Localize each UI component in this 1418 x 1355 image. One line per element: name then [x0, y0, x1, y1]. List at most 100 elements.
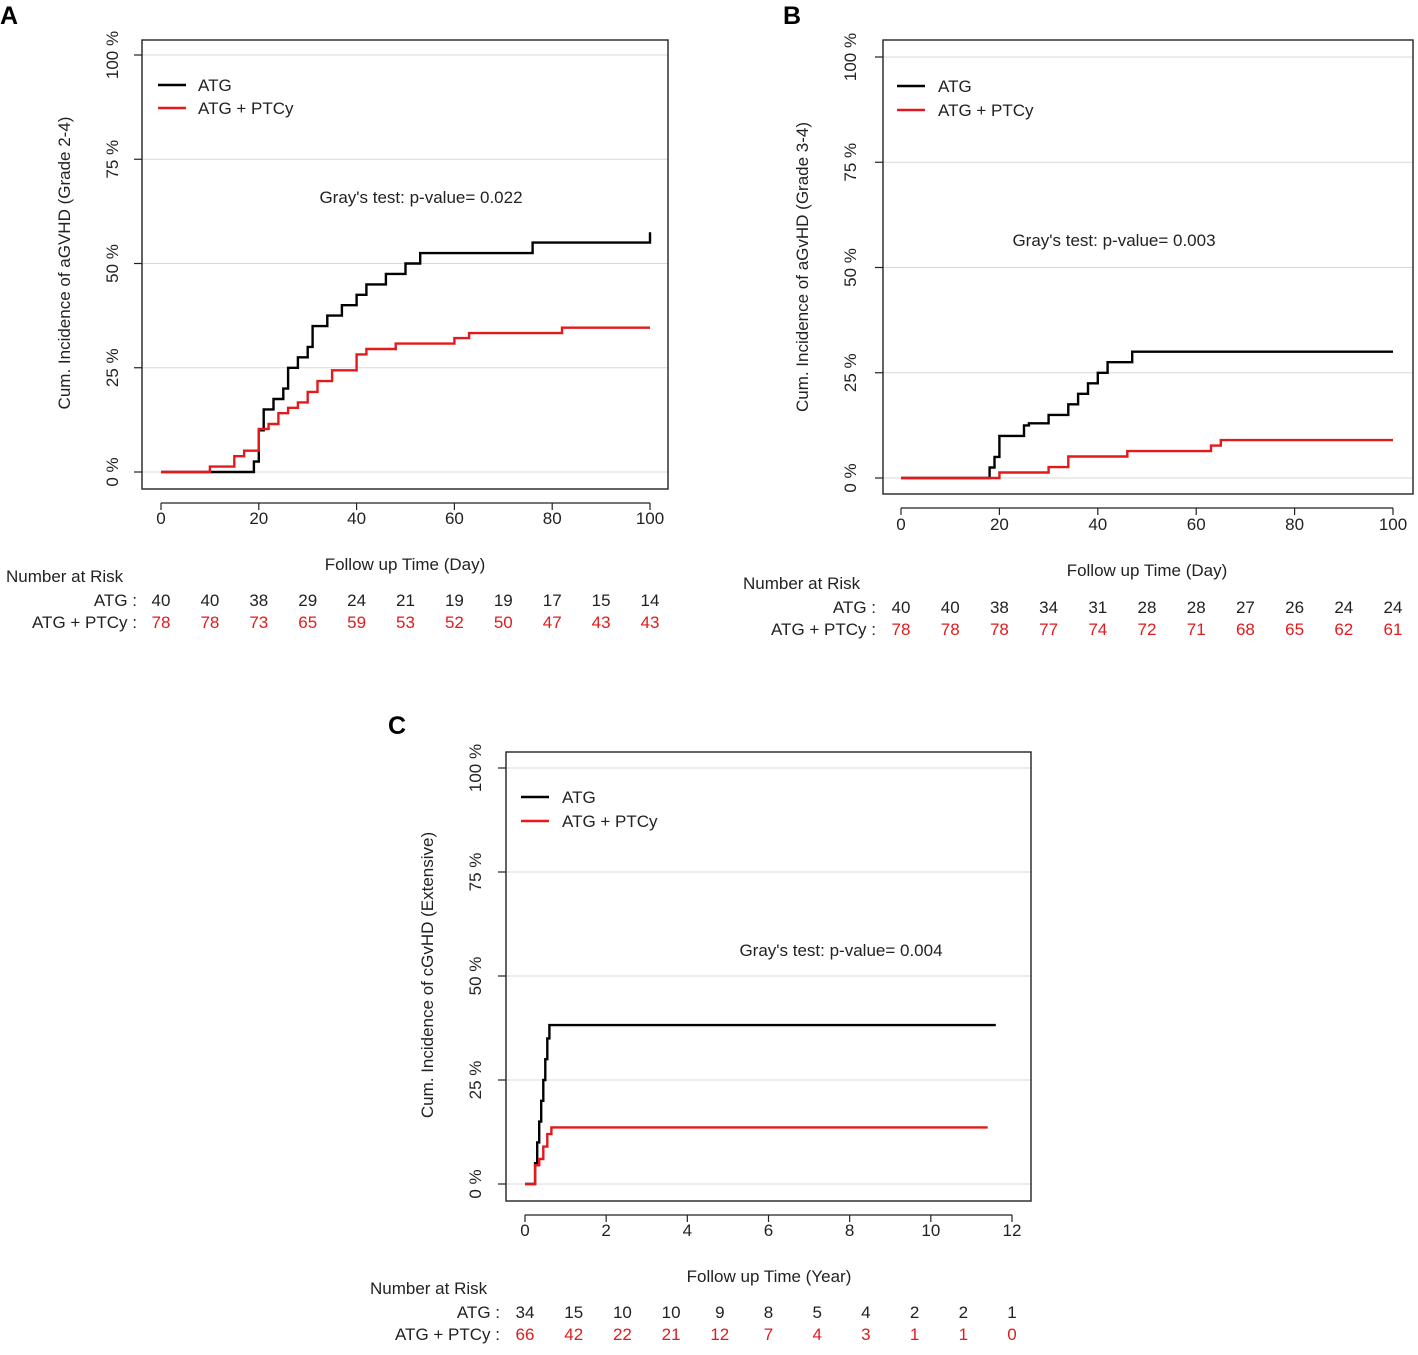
- risk-value: 78: [152, 613, 171, 632]
- y-tick-label: 75 %: [466, 853, 485, 892]
- risk-value: 34: [516, 1303, 535, 1322]
- risk-value: 24: [1334, 598, 1353, 617]
- x-axis-title: Follow up Time (Day): [1067, 561, 1228, 580]
- risk-table-header: Number at Risk: [370, 1279, 488, 1298]
- y-axis-title: Cum. Incidence of aGvHD (Grade 3-4): [793, 122, 812, 412]
- risk-value: 0: [1007, 1325, 1016, 1344]
- x-tick-label: 6: [764, 1221, 773, 1240]
- risk-row-label: ATG + PTCy :: [32, 613, 137, 632]
- legend-label: ATG: [938, 77, 972, 96]
- risk-value: 24: [1384, 598, 1403, 617]
- series-line-atg-ptcy: [161, 326, 650, 474]
- y-tick-label: 100 %: [103, 31, 122, 79]
- y-tick-label: 50 %: [466, 957, 485, 996]
- risk-value: 65: [298, 613, 317, 632]
- risk-value: 71: [1187, 620, 1206, 639]
- risk-value: 40: [941, 598, 960, 617]
- risk-value: 3: [861, 1325, 870, 1344]
- risk-value: 7: [764, 1325, 773, 1344]
- risk-value: 10: [613, 1303, 632, 1322]
- x-tick-label: 20: [249, 509, 268, 528]
- series-line-atg-ptcy: [901, 438, 1393, 480]
- panel-letter: C: [388, 712, 406, 740]
- risk-value: 14: [641, 591, 660, 610]
- risk-value: 53: [396, 613, 415, 632]
- risk-value: 78: [941, 620, 960, 639]
- y-tick-label: 0 %: [103, 457, 122, 486]
- risk-value: 24: [347, 591, 366, 610]
- risk-value: 78: [892, 620, 911, 639]
- y-tick-label: 0 %: [841, 463, 860, 492]
- risk-value: 21: [662, 1325, 681, 1344]
- y-tick-label: 50 %: [841, 248, 860, 287]
- x-tick-label: 12: [1003, 1221, 1022, 1240]
- risk-value: 9: [715, 1303, 724, 1322]
- y-tick-label: 75 %: [841, 143, 860, 182]
- x-tick-label: 60: [1187, 515, 1206, 534]
- risk-value: 27: [1236, 598, 1255, 617]
- x-tick-label: 80: [543, 509, 562, 528]
- y-axis-title: Cum. Incidence of aGVHD (Grade 2-4): [55, 117, 74, 410]
- risk-table-header: Number at Risk: [6, 567, 124, 586]
- y-tick-label: 25 %: [466, 1061, 485, 1100]
- risk-value: 2: [910, 1303, 919, 1322]
- series-line-atg: [901, 350, 1393, 480]
- legend-label: ATG + PTCy: [938, 101, 1034, 120]
- risk-value: 26: [1285, 598, 1304, 617]
- risk-value: 42: [564, 1325, 583, 1344]
- risk-row-label: ATG + PTCy :: [771, 620, 876, 639]
- risk-value: 38: [249, 591, 268, 610]
- risk-value: 15: [592, 591, 611, 610]
- x-axis-title: Follow up Time (Year): [687, 1267, 852, 1286]
- legend-label: ATG + PTCy: [562, 812, 658, 831]
- risk-value: 73: [249, 613, 268, 632]
- y-axis-title: Cum. Incidence of cGvHD (Extensive): [418, 832, 437, 1118]
- risk-value: 15: [564, 1303, 583, 1322]
- grays-test-annotation: Gray's test: p-value= 0.004: [739, 941, 942, 960]
- risk-row-label: ATG :: [94, 591, 137, 610]
- grays-test-annotation: Gray's test: p-value= 0.003: [1012, 231, 1215, 250]
- y-tick-label: 25 %: [841, 353, 860, 392]
- risk-value: 61: [1384, 620, 1403, 639]
- risk-value: 19: [494, 591, 513, 610]
- risk-value: 59: [347, 613, 366, 632]
- legend-label: ATG + PTCy: [198, 99, 294, 118]
- panel-letter: B: [783, 2, 801, 30]
- risk-value: 43: [641, 613, 660, 632]
- risk-value: 47: [543, 613, 562, 632]
- series-line-atg: [525, 1023, 996, 1186]
- plot-frame: [141, 39, 669, 490]
- legend-label: ATG: [198, 76, 232, 95]
- risk-table-header: Number at Risk: [743, 574, 861, 593]
- x-tick-label: 0: [520, 1221, 529, 1240]
- y-tick-label: 0 %: [466, 1169, 485, 1198]
- risk-value: 38: [990, 598, 1009, 617]
- risk-value: 5: [812, 1303, 821, 1322]
- x-tick-label: 8: [845, 1221, 854, 1240]
- risk-value: 22: [613, 1325, 632, 1344]
- y-tick-label: 100 %: [466, 744, 485, 792]
- x-tick-label: 20: [990, 515, 1009, 534]
- x-tick-label: 0: [896, 515, 905, 534]
- risk-value: 17: [543, 591, 562, 610]
- risk-row-label: ATG :: [457, 1303, 500, 1322]
- risk-value: 28: [1187, 598, 1206, 617]
- risk-row-label: ATG :: [833, 598, 876, 617]
- x-tick-label: 40: [1088, 515, 1107, 534]
- risk-value: 52: [445, 613, 464, 632]
- x-tick-label: 2: [601, 1221, 610, 1240]
- panel-a: A 0 % 25 % 50 % 75 % 100 % 0 20 40 60 80 100 Cum. In…: [0, 2, 669, 632]
- risk-value: 72: [1138, 620, 1157, 639]
- risk-value: 1: [910, 1325, 919, 1344]
- risk-value: 65: [1285, 620, 1304, 639]
- risk-value: 21: [396, 591, 415, 610]
- risk-value: 31: [1088, 598, 1107, 617]
- risk-value: 74: [1088, 620, 1107, 639]
- series-line-atg: [161, 232, 652, 474]
- risk-value: 28: [1138, 598, 1157, 617]
- risk-value: 29: [298, 591, 317, 610]
- x-axis-title: Follow up Time (Day): [325, 555, 486, 574]
- risk-value: 12: [710, 1325, 729, 1344]
- risk-value: 8: [764, 1303, 773, 1322]
- risk-value: 4: [812, 1325, 821, 1344]
